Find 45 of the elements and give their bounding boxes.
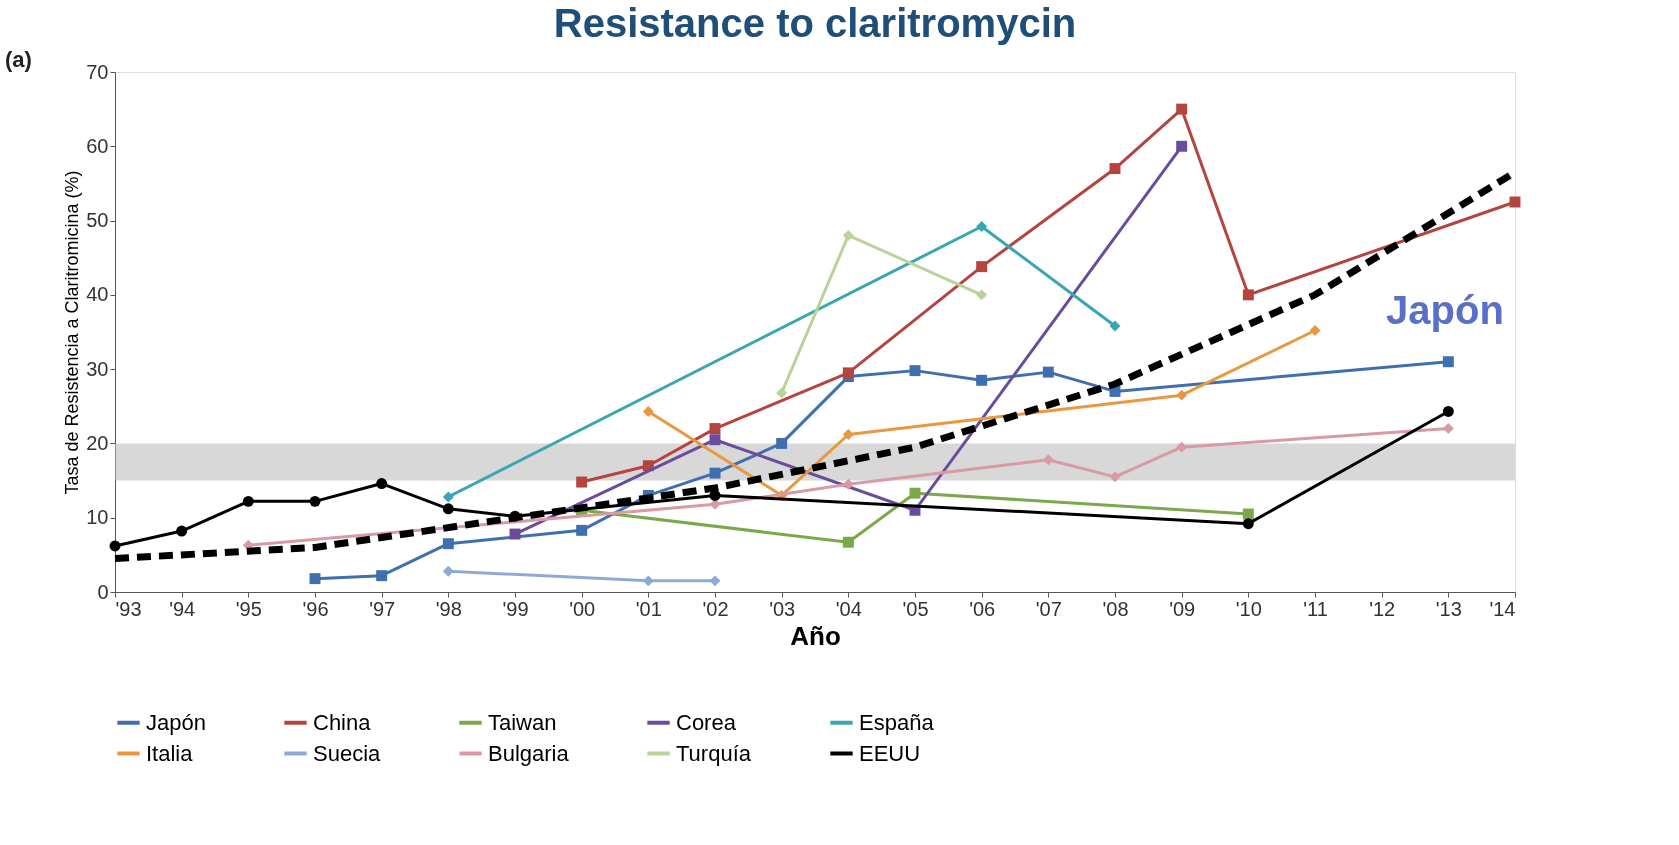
x-tick-label: '01 [635, 597, 662, 620]
legend-label: Suecia [313, 740, 382, 766]
legend-label: China [313, 709, 372, 735]
legend-label: EEUU [859, 740, 921, 766]
x-tick-label: '06 [969, 597, 996, 620]
x-tick-label: '11 [1303, 597, 1328, 620]
x-tick-label: '95 [235, 597, 262, 620]
x-tick-label: '07 [1035, 597, 1062, 620]
chart-title: Resistance to claritromycin [553, 1, 1077, 45]
annotation: Japón [1386, 288, 1504, 332]
y-tick-label: 70 [86, 60, 109, 83]
text: (a) [5, 47, 32, 72]
y-tick-label: 30 [86, 357, 109, 380]
legend-label: Corea [676, 709, 737, 735]
y-tick-label: 10 [86, 506, 109, 529]
legend-label: Turquía [676, 740, 752, 766]
x-tick-label: '99 [502, 597, 529, 620]
y-axis-title: Tasa de Resistencia a Claritromicina (%) [62, 170, 83, 495]
y-tick-label: 0 [97, 580, 109, 603]
x-tick-label: '96 [302, 597, 329, 620]
x-tick-label: '93 [115, 597, 142, 620]
x-tick-label: '09 [1169, 597, 1196, 620]
x-tick-label: '04 [835, 597, 862, 620]
legend-label: Japón [146, 709, 206, 735]
x-tick-label: '10 [1235, 597, 1262, 620]
x-axis-title: Año [790, 620, 841, 651]
legend-label: Bulgaria [488, 740, 570, 766]
x-tick-label: '14 [1489, 597, 1516, 620]
legend-label: España [859, 709, 935, 735]
x-tick-label: '12 [1369, 597, 1396, 620]
x-tick-label: '02 [702, 597, 729, 620]
x-tick-label: '94 [169, 597, 196, 620]
x-tick-label: '03 [769, 597, 796, 620]
x-tick-label: '05 [902, 597, 929, 620]
x-tick-label: '00 [569, 597, 596, 620]
y-tick-label: 60 [86, 134, 109, 157]
legend-label: Italia [146, 740, 194, 766]
y-tick-label: 20 [86, 431, 109, 454]
y-tick-label: 50 [86, 209, 109, 232]
legend-label: Taiwan [488, 709, 557, 735]
x-tick-label: '97 [369, 597, 396, 620]
x-tick-label: '98 [435, 597, 462, 620]
x-tick-label: '08 [1102, 597, 1129, 620]
x-tick-label: '13 [1435, 597, 1462, 620]
y-tick-label: 40 [86, 283, 109, 306]
